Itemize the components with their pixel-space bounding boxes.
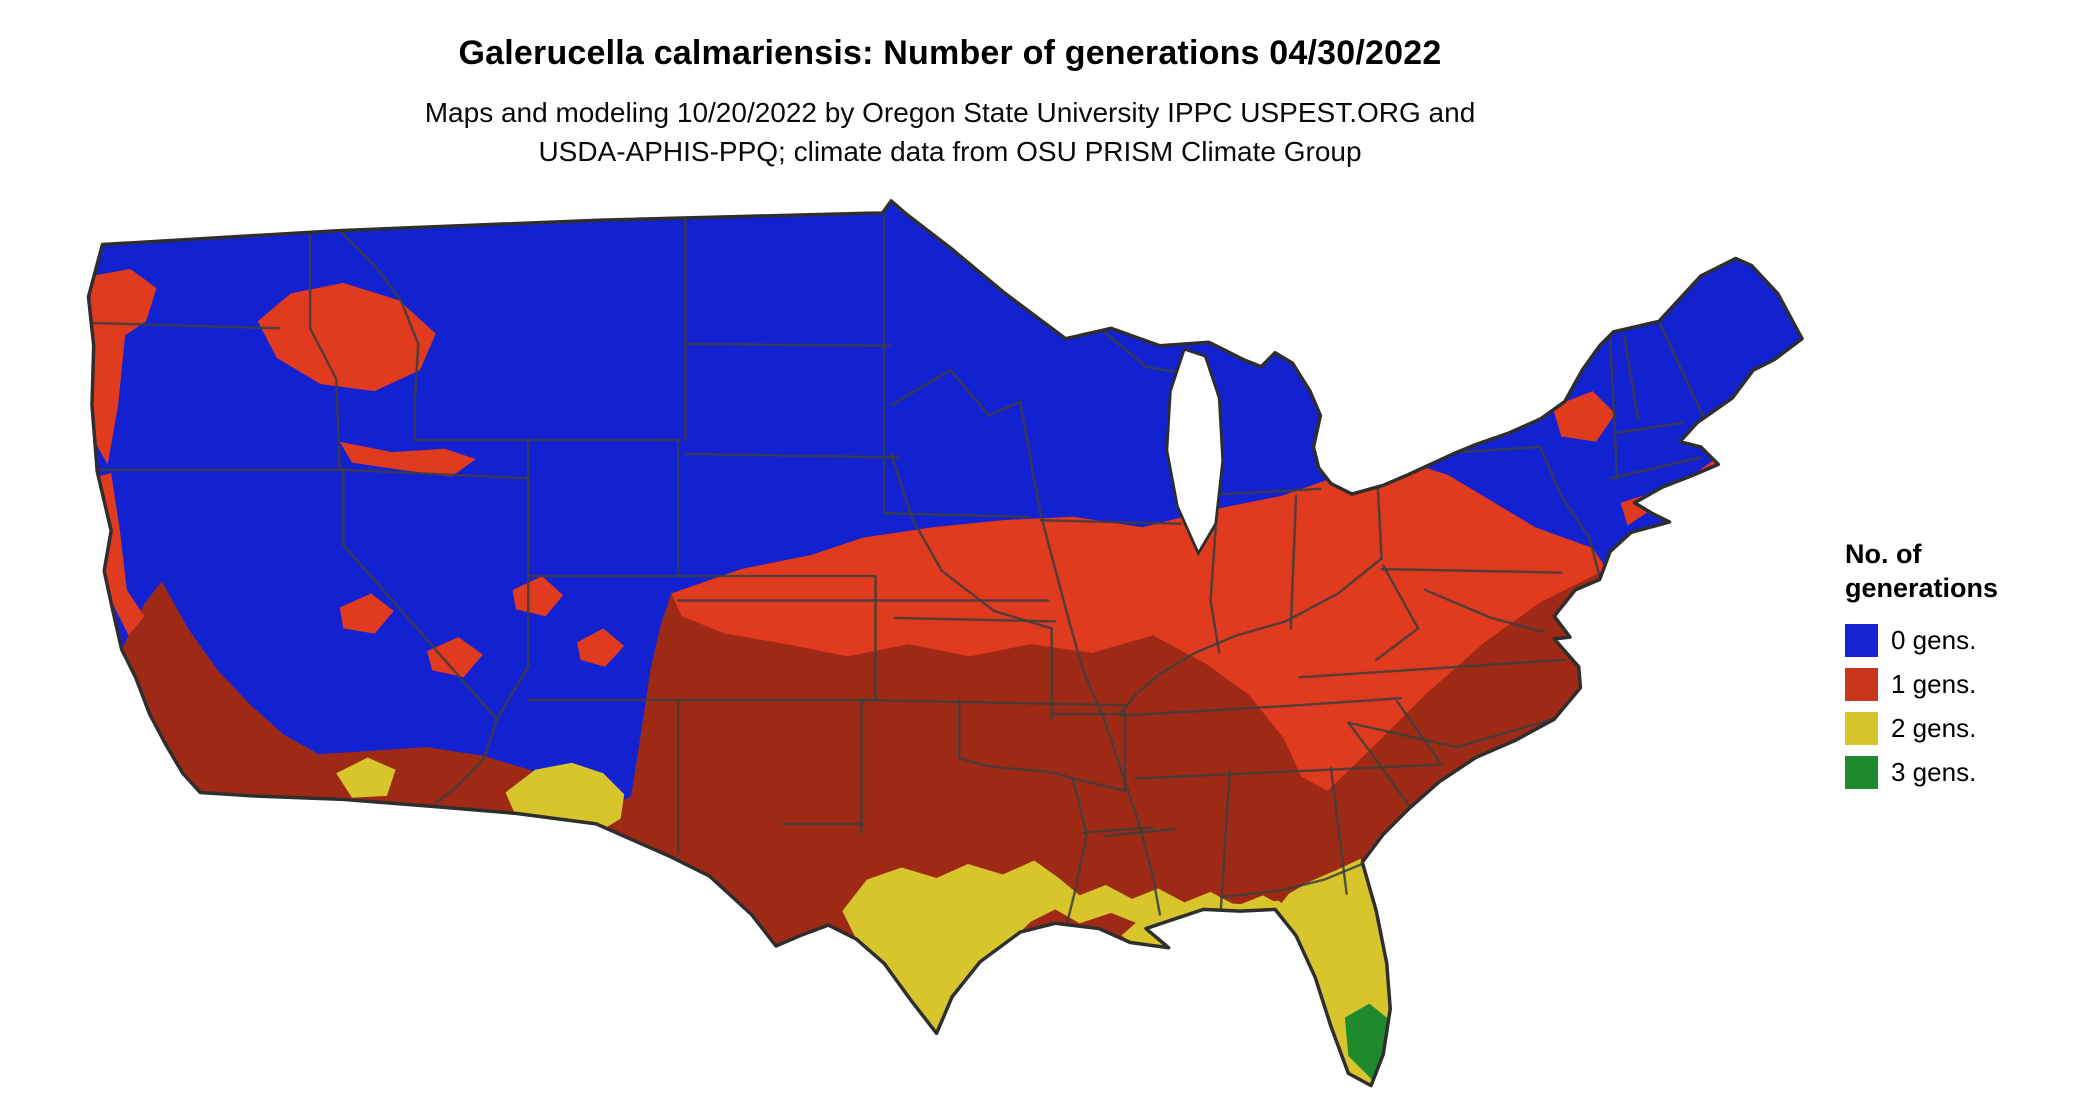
legend-swatch-1-gens <box>1845 667 1878 701</box>
legend-label-0-gens: 0 gens. <box>1891 625 1977 655</box>
map-subtitle: Maps and modeling 10/20/2022 by Oregon S… <box>0 93 1900 171</box>
legend-title-line-2: generations <box>1845 572 1999 603</box>
legend-item-0-gens: 0 gens. <box>1845 623 2085 657</box>
legend-title: No. of generations <box>1845 538 2085 606</box>
legend-swatch-3-gens <box>1845 755 1878 789</box>
header: Galerucella calmariensis: Number of gene… <box>0 34 1900 171</box>
page-title: Galerucella calmariensis: Number of gene… <box>458 34 1442 72</box>
legend-label-2-gens: 2 gens. <box>1891 713 1977 743</box>
region-1-generation-band <box>671 460 1607 791</box>
legend-label-1-gens: 1 gens. <box>1891 669 1977 699</box>
legend-title-line-1: No. of <box>1845 539 1922 569</box>
legend: No. of generations 0 gens. 1 gens. 2 gen… <box>1845 538 2085 800</box>
us-generations-map <box>78 190 1823 1100</box>
legend-label-3-gens: 3 gens. <box>1891 757 1977 787</box>
legend-item-3-gens: 3 gens. <box>1845 755 2085 789</box>
lake-michigan <box>1165 347 1225 557</box>
subtitle-line-1: Maps and modeling 10/20/2022 by Oregon S… <box>424 97 1476 128</box>
subtitle-line-2: USDA-APHIS-PPQ; climate data from OSU PR… <box>538 136 1362 168</box>
legend-swatch-0-gens <box>1845 623 1878 657</box>
legend-item-1-gens: 1 gens. <box>1845 667 2085 701</box>
region-3-generations <box>1344 1003 1389 1081</box>
legend-items: 0 gens. 1 gens. 2 gens. 3 gens. <box>1845 623 2085 789</box>
legend-swatch-2-gens <box>1845 711 1878 745</box>
legend-item-2-gens: 2 gens. <box>1845 711 2085 745</box>
us-map-svg <box>86 199 1804 1088</box>
us-outline <box>86 199 1804 1088</box>
state-borders <box>92 215 1706 923</box>
